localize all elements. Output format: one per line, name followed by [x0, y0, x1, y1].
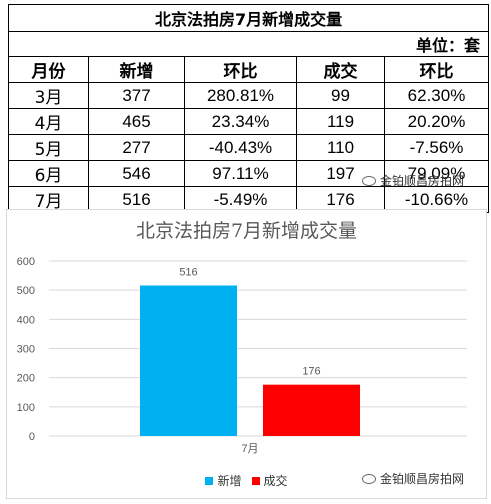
cell-month: 7月 — [8, 186, 89, 213]
unit-label: 单位：套 — [7, 31, 490, 57]
bar-deals — [263, 384, 360, 436]
legend-label-new: 新增 — [217, 474, 242, 488]
bar-chart: 北京法拍房7月新增成交量 0 100 200 300 400 500 600 516 176 7月… — [6, 209, 487, 499]
table-row: 3月 377 280.81% 99 62.30% — [8, 82, 490, 109]
cell-new-mom: 97.11% — [184, 160, 297, 187]
cell-new-mom: -40.43% — [184, 134, 297, 161]
legend-label-deals: 成交 — [263, 474, 288, 488]
y-tick-label: 300 — [17, 344, 35, 356]
table-row: 4月 465 23.34% 119 20.20% — [8, 108, 490, 135]
x-tick-label: 7月 — [241, 443, 258, 455]
y-tick-label: 0 — [29, 431, 35, 443]
legend-swatch-deals — [251, 476, 260, 485]
header-month: 月份 — [8, 56, 89, 83]
cell-deals-mom: -7.56% — [383, 134, 490, 161]
y-tick-label: 400 — [17, 314, 35, 326]
data-label: 176 — [302, 366, 320, 378]
cell-deals: 119 — [296, 108, 385, 135]
bar-new — [140, 285, 237, 436]
cell-deals-mom: 79.09% — [383, 160, 490, 187]
table-header-row: 月份 新增 环比 成交 环比 — [8, 56, 490, 83]
chart-title: 北京法拍房7月新增成交量 — [135, 220, 358, 242]
y-tick-label: 500 — [17, 285, 35, 297]
cell-new-mom: 280.81% — [184, 82, 297, 109]
cell-new-mom: 23.34% — [184, 108, 297, 135]
data-table: 北京法拍房7月新增成交量 单位：套 月份 新增 环比 成交 环比 3月 377 … — [7, 4, 490, 213]
table-row: 5月 277 -40.43% 110 -7.56% — [8, 134, 490, 161]
cell-new-mom: -5.49% — [184, 186, 297, 213]
cell-month: 4月 — [8, 108, 89, 135]
cell-deals: 176 — [296, 186, 385, 213]
y-tick-label: 600 — [17, 256, 35, 268]
cell-new: 546 — [88, 160, 185, 187]
cell-month: 3月 — [8, 82, 89, 109]
cell-new: 277 — [88, 134, 185, 161]
watermark-top: 金铂顺昌房拍网 — [362, 172, 464, 189]
cell-deals-mom: 62.30% — [383, 82, 490, 109]
cell-month: 5月 — [8, 134, 89, 161]
watermark-text: 金铂顺昌房拍网 — [380, 174, 465, 188]
watermark-text: 金铂顺昌房拍网 — [380, 472, 465, 486]
header-new-mom: 环比 — [184, 56, 297, 83]
cell-deals-mom: -10.66% — [383, 186, 490, 213]
wechat-icon — [362, 175, 376, 186]
y-tick-label: 100 — [17, 402, 35, 414]
legend-item-new: 新增 — [205, 472, 242, 489]
cell-new: 377 — [88, 82, 185, 109]
cell-month: 6月 — [8, 160, 89, 187]
data-label: 516 — [179, 267, 197, 279]
header-new: 新增 — [88, 56, 185, 83]
legend-swatch-new — [205, 476, 214, 485]
y-tick-label: 200 — [17, 373, 35, 385]
cell-new: 465 — [88, 108, 185, 135]
header-deals-mom: 环比 — [383, 56, 490, 83]
chart-plot: 0 100 200 300 400 500 600 516 176 7月 — [17, 256, 467, 455]
legend-item-deals: 成交 — [251, 472, 288, 489]
header-deals: 成交 — [296, 56, 385, 83]
table-row: 6月 546 97.11% 197 79.09% — [8, 160, 490, 187]
cell-deals-mom: 20.20% — [383, 108, 490, 135]
cell-deals: 99 — [296, 82, 385, 109]
cell-deals: 110 — [296, 134, 385, 161]
table-row: 7月 516 -5.49% 176 -10.66% — [8, 186, 490, 213]
table-title: 北京法拍房7月新增成交量 — [7, 4, 490, 32]
wechat-icon — [362, 473, 376, 484]
chart-legend: 新增 成交 — [7, 472, 486, 489]
watermark-bottom: 金铂顺昌房拍网 — [362, 470, 464, 487]
